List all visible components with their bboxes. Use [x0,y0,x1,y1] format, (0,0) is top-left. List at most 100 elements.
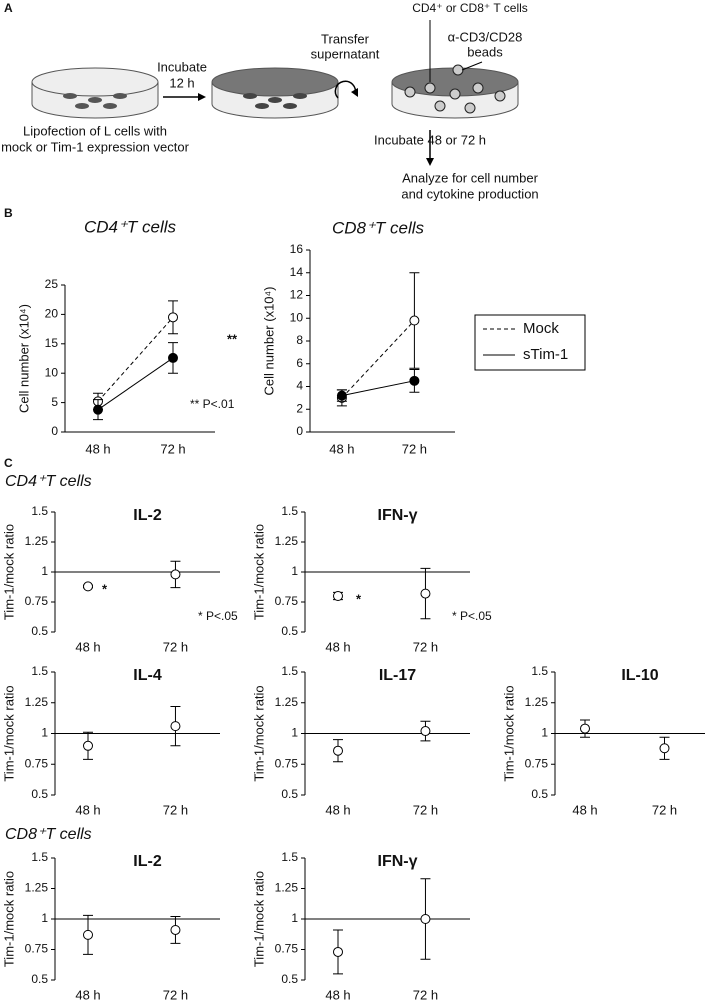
step-text: supernatant [311,46,380,61]
y-tick-label: 10 [45,365,59,379]
dish-2 [211,67,339,119]
data-point [168,352,178,363]
y-axis-label: Tim-1/mock ratio [1,871,16,967]
x-tick-label: 48 h [325,639,350,654]
x-tick-label: 72 h [160,441,185,456]
arrow-head [426,158,434,166]
y-tick-label: 1.5 [281,504,298,518]
y-tick-label: 1.25 [275,534,299,548]
data-point [420,588,431,599]
y-tick-label: 2 [296,401,303,415]
data-point [409,375,420,386]
y-tick-label: 0.5 [281,972,298,986]
chart-title: CD8⁺T cells [332,218,425,237]
y-tick-label: 10 [290,310,304,324]
y-tick-label: 0 [296,424,303,438]
annotation: ** P<.01 [190,397,235,411]
y-tick-label: 15 [45,336,59,350]
y-tick-label: 14 [290,265,304,279]
y-tick-label: 1.25 [525,695,549,709]
data-point [333,745,343,756]
series-line [97,357,174,411]
series-line [341,380,415,397]
chart-title: IL-2 [133,853,162,870]
y-axis-label: Tim-1/mock ratio [251,685,266,781]
step-text: CD4⁺ or CD8⁺ T cells [412,1,528,15]
chart-title: CD4⁺T cells [84,217,177,236]
y-tick-label: 1.5 [281,664,298,678]
data-point [420,726,431,737]
y-tick-label: 0.5 [31,972,48,986]
y-tick-label: 8 [296,333,303,347]
arrow-head [198,93,206,101]
y-tick-label: 1.25 [25,881,49,895]
chart-title: IL-4 [133,667,162,684]
y-tick-label: 1.5 [281,850,298,864]
chart-title: IL-17 [379,667,416,684]
y-tick-label: 0.5 [281,624,298,638]
y-tick-label: 0.75 [275,594,299,608]
y-tick-label: 0 [51,424,58,438]
x-tick-label: 48 h [325,987,350,1001]
x-tick-label: 72 h [163,639,188,654]
y-tick-label: 1.25 [25,534,49,548]
y-tick-label: 4 [296,379,303,393]
y-tick-label: 1.25 [275,881,299,895]
data-point [170,721,181,732]
panel-label: A [4,1,13,15]
legend-label: sTim-1 [523,346,568,363]
y-tick-label: 0.75 [275,756,299,770]
chart-title: IFN-γ [378,507,418,524]
y-tick-label: 1 [291,911,298,925]
x-tick-label: 48 h [75,639,100,654]
y-tick-label: 0.75 [275,942,299,956]
data-point [420,914,431,924]
y-tick-label: 1 [541,726,548,740]
step-text: 12 h [169,75,194,90]
step-text: mock or Tim-1 expression vector [1,139,190,154]
y-tick-label: 1 [41,726,48,740]
dish-1 [31,67,159,119]
x-tick-label: 72 h [652,802,677,817]
dish-3 [391,20,519,119]
y-tick-label: 0.75 [525,756,549,770]
data-point [168,312,178,323]
x-tick-label: 48 h [325,802,350,817]
y-axis-label: Cell number (x10⁴) [16,304,31,413]
chart-title: IL-2 [133,507,162,524]
x-tick-label: 48 h [329,441,354,456]
y-tick-label: 1.25 [25,695,49,709]
data-point [659,743,670,754]
y-tick-label: 1 [41,911,48,925]
panel-label: B [4,206,13,220]
x-tick-label: 72 h [163,802,188,817]
section-title: CD8⁺T cells [5,826,92,843]
data-point [580,723,590,734]
data-point [333,591,343,601]
step-text: Transfer [321,31,370,46]
y-tick-label: 0.5 [531,787,548,801]
y-axis-label: Cell number (x10⁴) [261,287,276,396]
x-tick-label: 48 h [75,987,100,1001]
data-point [409,315,420,326]
step-text: and cytokine production [401,186,538,201]
step-text: Analyze for cell number [402,170,539,185]
x-tick-label: 72 h [413,987,438,1001]
y-tick-label: 5 [51,395,58,409]
section-title: CD4⁺T cells [5,473,92,490]
x-tick-label: 48 h [75,802,100,817]
x-tick-label: 48 h [572,802,597,817]
y-axis-label: Tim-1/mock ratio [1,524,16,620]
data-point [83,740,93,751]
y-tick-label: 1.5 [531,664,548,678]
step-text: α-CD3/CD28 [448,29,523,44]
arrow-head [351,88,358,97]
step-text: Lipofection of L cells with [23,123,167,138]
step-text: Incubate 48 or 72 h [374,132,486,147]
x-tick-label: 72 h [163,987,188,1001]
y-tick-label: 1 [291,564,298,578]
x-tick-label: 72 h [413,639,438,654]
y-tick-label: 6 [296,356,303,370]
y-tick-label: 0.5 [281,787,298,801]
y-tick-label: 1.25 [275,695,299,709]
